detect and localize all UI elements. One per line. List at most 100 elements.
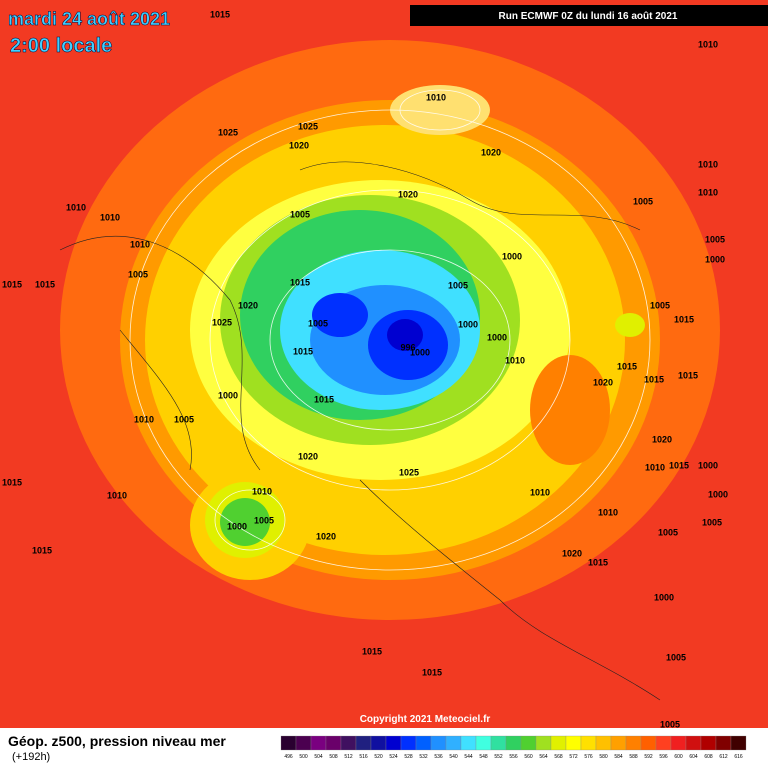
color-swatch bbox=[475, 735, 492, 751]
scale-label: 540 bbox=[449, 754, 458, 760]
color-swatch bbox=[625, 735, 642, 751]
run-info: Run ECMWF 0Z du lundi 16 août 2021 bbox=[499, 11, 678, 22]
isobar-label: 1020 bbox=[298, 451, 318, 461]
isobar-label: 1015 bbox=[644, 374, 664, 384]
isobar-label: 1015 bbox=[314, 394, 334, 404]
scale-label: 544 bbox=[464, 754, 473, 760]
color-swatch bbox=[340, 735, 357, 751]
isobar-label: 1015 bbox=[290, 277, 310, 287]
isobar-label: 1025 bbox=[218, 127, 238, 137]
isobar-label: 1015 bbox=[210, 9, 230, 19]
color-swatch bbox=[460, 735, 477, 751]
date: mardi 24 août 2021 bbox=[8, 9, 170, 29]
isobar-label: 1015 bbox=[674, 314, 694, 324]
isobar-label: 1005 bbox=[633, 196, 653, 206]
color-swatch bbox=[700, 735, 717, 751]
scale-label: 552 bbox=[494, 754, 503, 760]
copyright: Copyright 2021 Meteociel.fr bbox=[360, 714, 491, 725]
color-swatch bbox=[565, 735, 582, 751]
isobar-label: 1000 bbox=[502, 251, 522, 261]
isobar-label: 1005 bbox=[254, 515, 274, 525]
isobar-label: 1010 bbox=[698, 187, 718, 197]
legend-title: Géop. z500, pression niveau mer bbox=[8, 733, 226, 749]
isobar-label: 1005 bbox=[290, 209, 310, 219]
isobar-label: 1020 bbox=[316, 531, 336, 541]
scale-label: 496 bbox=[284, 754, 293, 760]
isobar-label: 1025 bbox=[298, 121, 318, 131]
color-swatch bbox=[670, 735, 687, 751]
color-swatch bbox=[370, 735, 387, 751]
color-swatch bbox=[640, 735, 657, 751]
isobar-label: 1015 bbox=[362, 646, 382, 656]
scale-label: 580 bbox=[599, 754, 608, 760]
scale-label: 596 bbox=[659, 754, 668, 760]
color-swatch bbox=[685, 735, 702, 751]
isobar-label: 1020 bbox=[652, 434, 672, 444]
color-swatch bbox=[325, 735, 342, 751]
scale-label: 520 bbox=[374, 754, 383, 760]
color-swatch bbox=[490, 735, 507, 751]
isobar-label: 1020 bbox=[398, 189, 418, 199]
isobar-label: 1020 bbox=[238, 300, 258, 310]
scale-label: 500 bbox=[299, 754, 308, 760]
isobar-label: 1000 bbox=[698, 460, 718, 470]
color-swatch bbox=[520, 735, 537, 751]
isobar-label: 1000 bbox=[218, 390, 238, 400]
isobar-label: 1015 bbox=[617, 361, 637, 371]
color-swatch bbox=[385, 735, 402, 751]
color-swatch bbox=[595, 735, 612, 751]
scale-label: 508 bbox=[329, 754, 338, 760]
isobar-label: 1010 bbox=[66, 202, 86, 212]
isobar-label: 1010 bbox=[698, 159, 718, 169]
color-swatch bbox=[280, 735, 297, 751]
isobar-label: 1000 bbox=[487, 332, 507, 342]
color-swatch bbox=[355, 735, 372, 751]
isobar-label: 1010 bbox=[598, 507, 618, 517]
isobars bbox=[129, 89, 651, 571]
time: 2:00 locale bbox=[10, 35, 112, 57]
scale-label: 536 bbox=[434, 754, 443, 760]
isobar-label: 1005 bbox=[705, 234, 725, 244]
isobar-label: 1000 bbox=[708, 489, 728, 499]
lead-time: (+192h) bbox=[12, 751, 50, 763]
isobar-label: 1010 bbox=[698, 39, 718, 49]
color-swatch bbox=[730, 735, 747, 751]
isobar-label: 1005 bbox=[660, 719, 680, 729]
isobar-label: 1010 bbox=[530, 487, 550, 497]
scale-label: 604 bbox=[689, 754, 698, 760]
color-swatch bbox=[415, 735, 432, 751]
isobar-label: 1020 bbox=[562, 548, 582, 558]
scale-label: 572 bbox=[569, 754, 578, 760]
color-swatch bbox=[580, 735, 597, 751]
isobar-label: 1005 bbox=[128, 269, 148, 279]
color-swatch bbox=[400, 735, 417, 751]
isobar-label: 1010 bbox=[252, 486, 272, 496]
isobar-label: 1020 bbox=[481, 147, 501, 157]
isobar-label: 1005 bbox=[308, 318, 328, 328]
isobar-label: 1015 bbox=[2, 279, 22, 289]
isobar-label: 1005 bbox=[658, 527, 678, 537]
color-swatch bbox=[295, 735, 312, 751]
scale-label: 564 bbox=[539, 754, 548, 760]
scale-label: 556 bbox=[509, 754, 518, 760]
scale-label: 504 bbox=[314, 754, 323, 760]
scale-label: 560 bbox=[524, 754, 533, 760]
run-box bbox=[410, 5, 768, 26]
isobar-label: 1010 bbox=[426, 92, 446, 102]
isobar-label: 1015 bbox=[35, 279, 55, 289]
field bbox=[60, 40, 720, 620]
isobar-label: 1000 bbox=[410, 347, 430, 357]
isobar-label: 1010 bbox=[100, 212, 120, 222]
isobar-label: 1005 bbox=[448, 280, 468, 290]
isobar-label: 1010 bbox=[107, 490, 127, 500]
color-swatch bbox=[535, 735, 552, 751]
isobar-label: 1000 bbox=[458, 319, 478, 329]
isobar-label: 1010 bbox=[505, 355, 525, 365]
isobar-label: 1020 bbox=[593, 377, 613, 387]
color-swatch bbox=[445, 735, 462, 751]
isobar-label: 1015 bbox=[32, 545, 52, 555]
scale-label: 588 bbox=[629, 754, 638, 760]
scale-label: 568 bbox=[554, 754, 563, 760]
scale-label: 584 bbox=[614, 754, 623, 760]
